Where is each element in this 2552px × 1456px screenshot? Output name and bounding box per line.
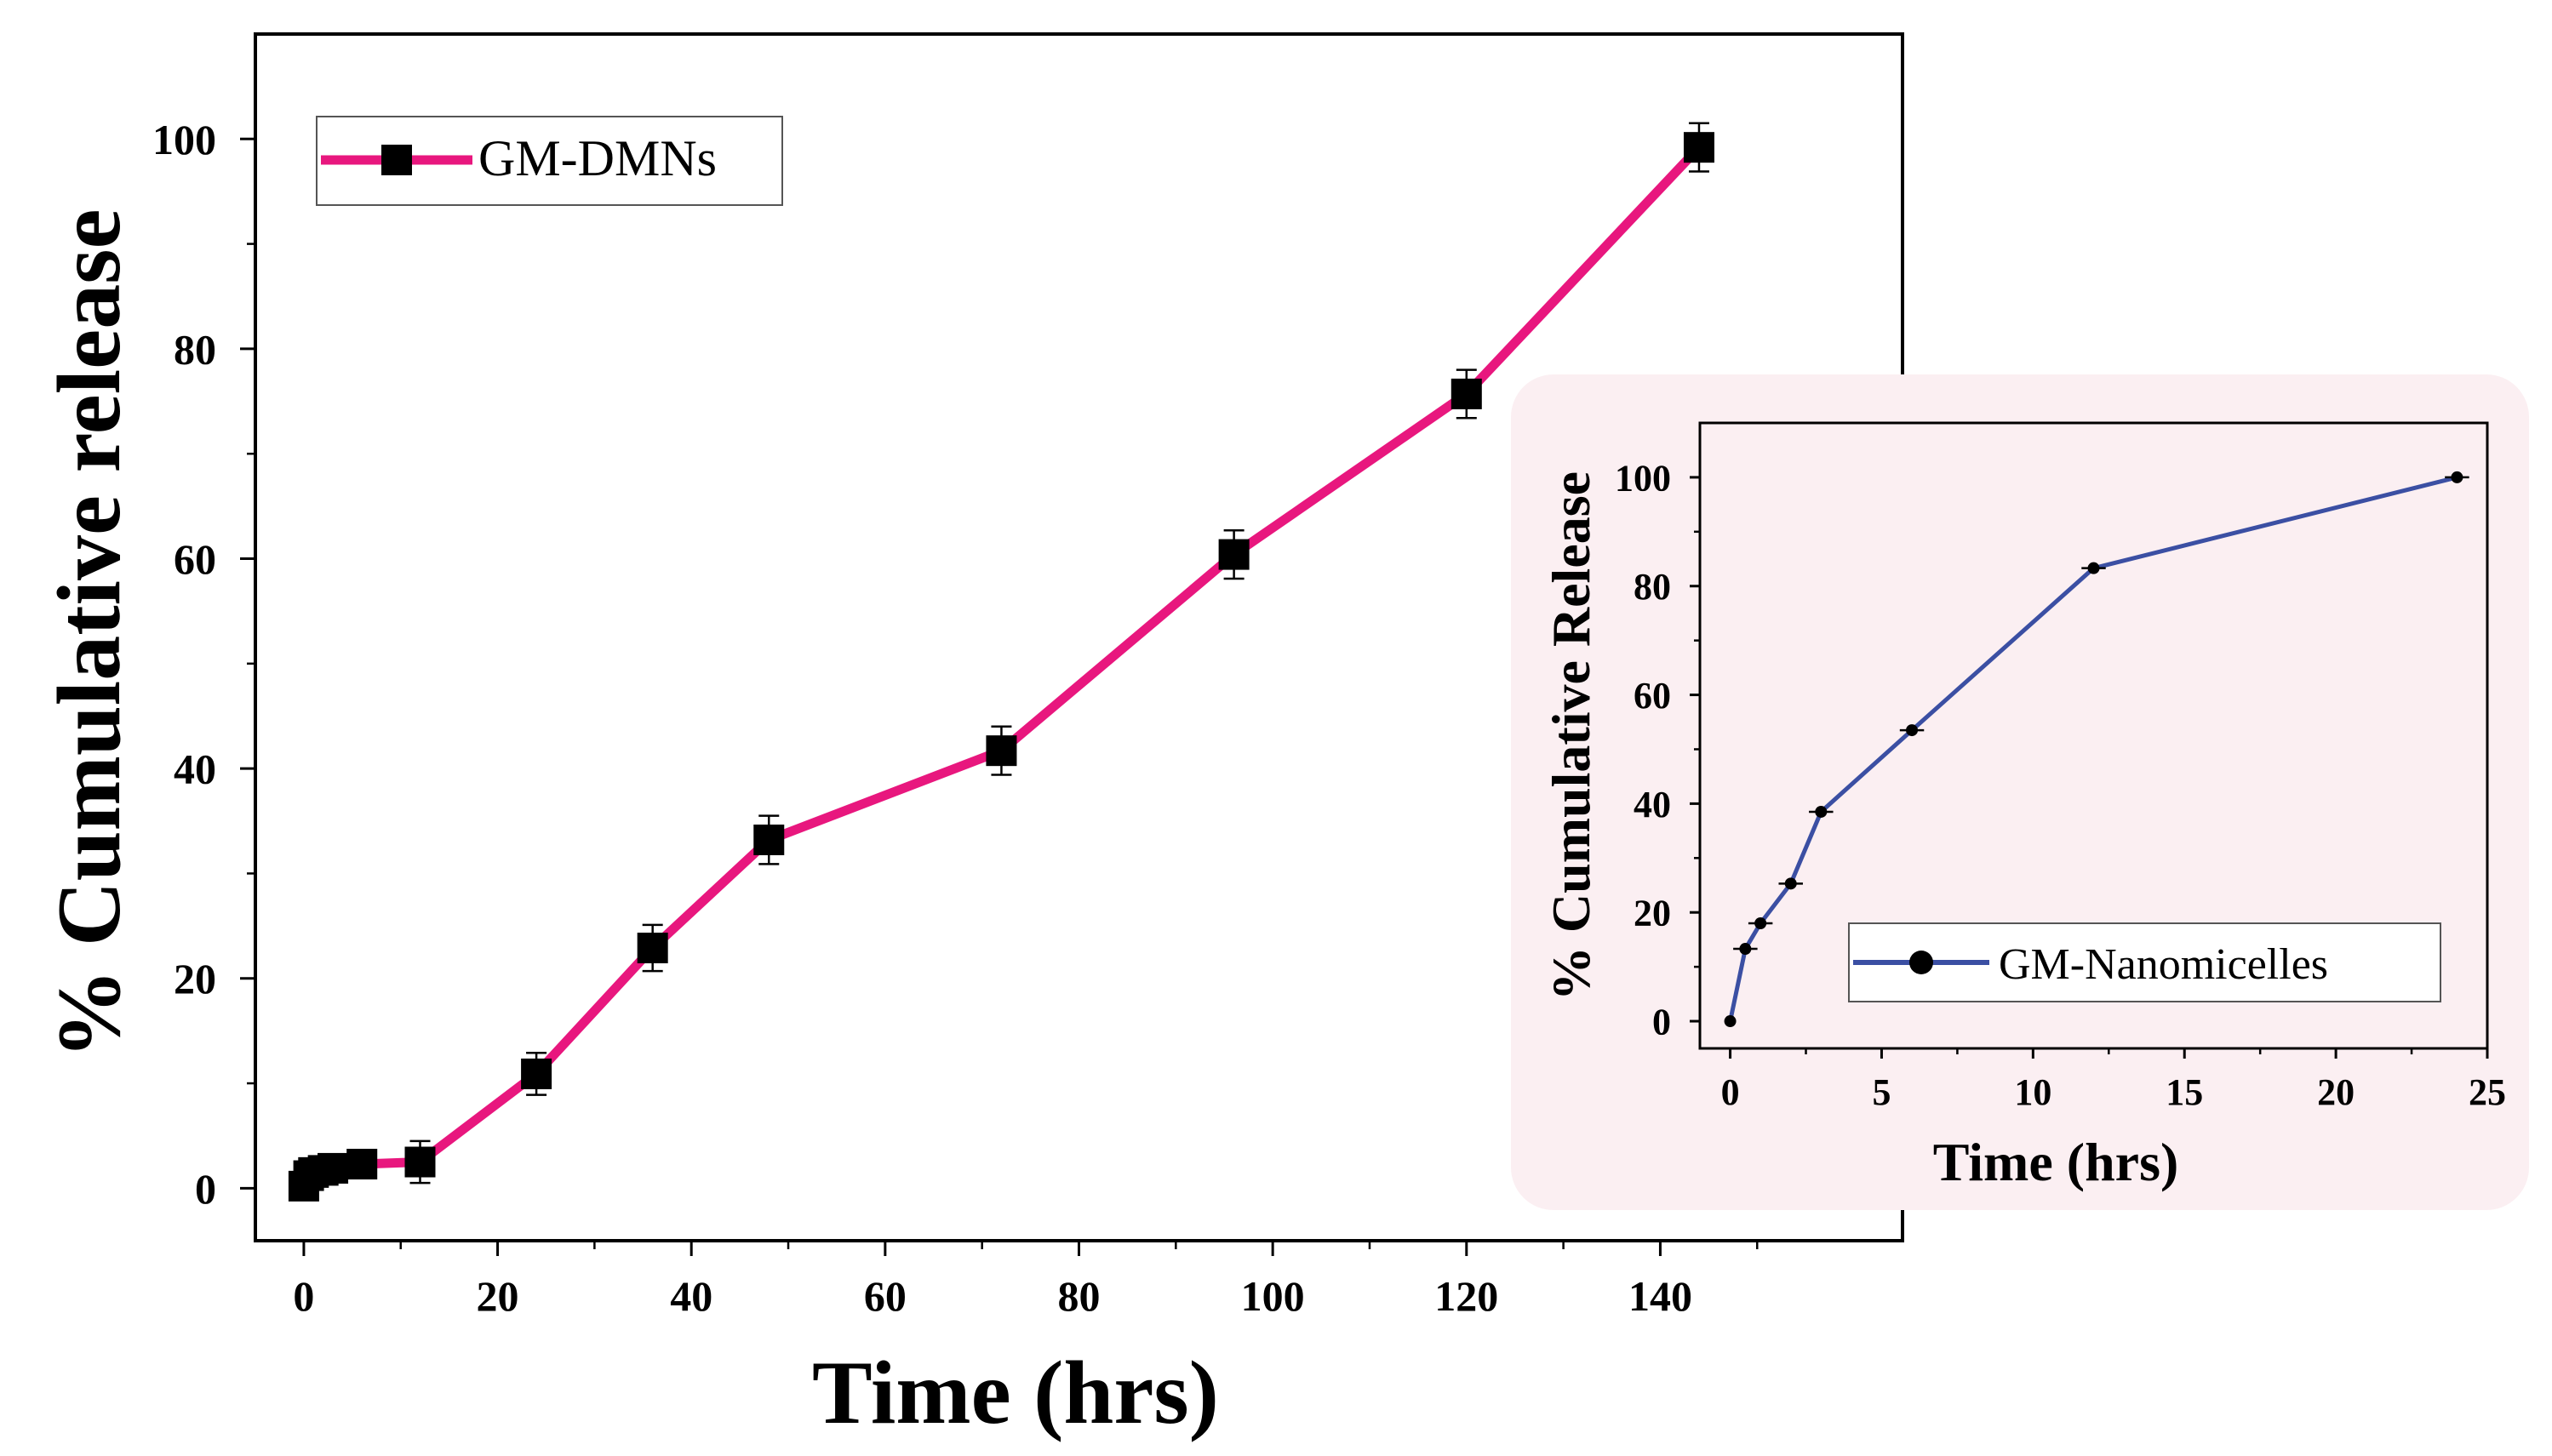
- inset-x-tick-label: 15: [2166, 1071, 2203, 1113]
- main-series-group: [288, 122, 1714, 1202]
- gm-nanomicelles-data-point: [1906, 724, 1919, 737]
- inset-y-tick-label: 80: [1634, 566, 1671, 608]
- main-y-tick-label: 20: [174, 955, 216, 1002]
- main-x-tick-label: 80: [1058, 1272, 1101, 1320]
- main-y-tick-label: 0: [195, 1165, 216, 1213]
- main-x-tick-label: 0: [293, 1272, 314, 1320]
- inset-y-axis-label: % Cumulative Release: [1541, 471, 1601, 1001]
- main-y-tick-label: 60: [174, 535, 216, 583]
- gm-dmns-data-point: [1683, 132, 1714, 163]
- main-x-tick-label: 60: [864, 1272, 907, 1320]
- main-legend: GM-DMNs: [316, 116, 783, 206]
- gm-dmns-data-point: [1218, 539, 1250, 570]
- inset-y-tick-label: 0: [1652, 1001, 1671, 1042]
- main-x-tick-label: 40: [670, 1272, 712, 1320]
- gm-nanomicelles-data-point: [2451, 471, 2463, 483]
- gm-dmns-data-point: [1451, 378, 1482, 409]
- inset-x-tick-label: 10: [2014, 1071, 2051, 1113]
- main-x-axis-label: Time (hrs): [812, 1343, 1219, 1442]
- gm-nanomicelles-data-point: [2087, 562, 2100, 574]
- gm-dmns-data-point: [346, 1148, 378, 1179]
- inset-x-tick-label: 0: [1721, 1071, 1740, 1113]
- main-x-tick-label: 20: [477, 1272, 519, 1320]
- inset-series-group: [1724, 471, 2469, 1028]
- main-y-tick-label: 40: [174, 745, 216, 793]
- gm-nanomicelles-data-point: [1754, 917, 1767, 929]
- main-axis-ticks: 0 20 40 60 80 100 120 140 0 20 40 60 80 100: [152, 116, 1759, 1320]
- inset-y-tick-label: 100: [1615, 457, 1671, 499]
- gm-dmns-series-line: [299, 144, 1702, 1189]
- gm-dmns-data-point: [318, 1152, 349, 1184]
- inset-x-tick-label: 20: [2317, 1071, 2355, 1113]
- inset-y-tick-label: 40: [1634, 784, 1671, 825]
- gm-dmns-data-point: [637, 932, 668, 963]
- inset-y-tick-label: 20: [1634, 893, 1671, 934]
- inset-axis-ticks: 0 5 10 15 20 25 0 20 40 60 80 100: [1615, 457, 2506, 1113]
- inset-legend: GM-Nanomicelles: [1848, 922, 2441, 1002]
- inset-chart: 0 5 10 15 20 25 0 20 40 60 80 100 GM-Nanomicelles T…: [1511, 374, 2529, 1210]
- gm-nanomicelles-data-point: [1784, 877, 1797, 890]
- inset-legend-label: GM-Nanomicelles: [1999, 940, 2328, 989]
- inset-plot-frame: [1698, 421, 2489, 1050]
- inset-x-tick-label: 25: [2469, 1071, 2506, 1113]
- gm-dmns-data-point: [986, 735, 1017, 767]
- gm-dmns-data-point: [404, 1146, 436, 1178]
- gm-nanomicelles-data-point: [1815, 805, 1828, 818]
- main-legend-label: GM-DMNs: [478, 130, 717, 186]
- main-legend-marker: [381, 145, 412, 175]
- inset-legend-marker: [1909, 951, 1933, 974]
- gm-nanomicelles-data-point: [1739, 943, 1752, 956]
- main-y-tick-label: 100: [152, 116, 216, 163]
- main-x-tick-label: 140: [1628, 1272, 1692, 1320]
- main-x-tick-label: 100: [1241, 1272, 1305, 1320]
- gm-dmns-data-point: [753, 824, 785, 855]
- gm-nanomicelles-data-point: [1724, 1015, 1737, 1028]
- inset-x-tick-label: 5: [1872, 1071, 1891, 1113]
- main-x-tick-label: 120: [1434, 1272, 1498, 1320]
- gm-dmns-data-point: [521, 1058, 552, 1089]
- main-chart: 0 20 40 60 80 100 120 140 0 20 40 60 80 100 GM-DMNs T…: [39, 32, 1904, 1442]
- inset-y-tick-label: 60: [1634, 675, 1671, 717]
- main-y-axis-label: % Cumulative release: [39, 209, 139, 1059]
- main-y-tick-label: 80: [174, 325, 216, 373]
- inset-x-axis-label: Time (hrs): [1933, 1132, 2179, 1192]
